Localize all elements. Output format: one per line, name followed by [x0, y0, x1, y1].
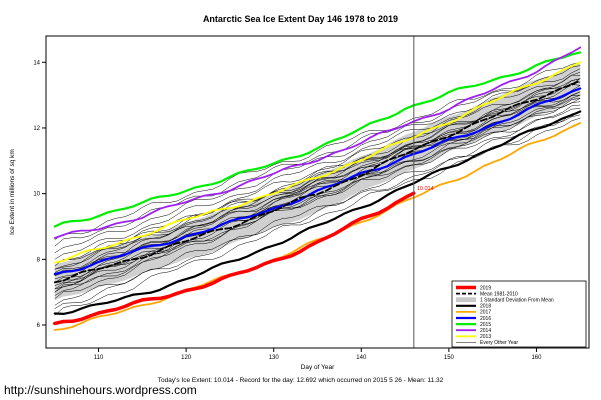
- plot-border: [45, 35, 590, 349]
- x-tick-label: 120: [181, 355, 192, 361]
- legend-item-label: 2019: [480, 285, 491, 291]
- series-line-2015: [53, 51, 582, 228]
- chart-title: Antarctic Sea Ice Extent Day 146 1978 to…: [202, 14, 399, 24]
- legend-item-label: Mean 1981-2010: [480, 291, 518, 297]
- page-url[interactable]: http://sunshinehours.wordpress.com: [4, 383, 197, 397]
- other-year-line: [54, 65, 581, 247]
- legend-item-label: 2014: [480, 328, 491, 334]
- series-line-2014: [53, 46, 582, 239]
- footer-summary: Today's Ice Extent: 10.014 - Record for …: [157, 377, 444, 384]
- x-tick-label: 160: [531, 355, 542, 361]
- other-year-line: [54, 98, 581, 276]
- legend-item-label: 2017: [480, 310, 491, 316]
- legend-item-label: 2013: [480, 334, 491, 340]
- x-tick-label: 150: [444, 355, 455, 361]
- chart-svg: 10.014 110 120 130 140 150 160 6 8 10 12 14 Day of Y…: [9, 35, 590, 371]
- x-tick-label: 140: [356, 355, 367, 361]
- other-year-line: [54, 71, 581, 260]
- other-year-line: [54, 62, 581, 240]
- other-year-line: [54, 94, 581, 299]
- other-year-line: [54, 91, 581, 290]
- y-tick-label: 14: [33, 60, 40, 66]
- x-tick-label: 130: [269, 355, 280, 361]
- other-year-line: [54, 104, 581, 293]
- legend-item-label: 2018: [480, 304, 491, 310]
- y-tick-label: 12: [33, 126, 40, 132]
- other-year-line: [54, 78, 581, 283]
- other-year-line: [54, 91, 581, 263]
- y-tick-label: 6: [37, 323, 41, 329]
- x-tick-label: 110: [94, 355, 104, 361]
- series-line-mean-1981-2010: [53, 79, 582, 284]
- x-axis-label: Day of Year: [301, 364, 335, 371]
- legend-swatch-band: [456, 297, 476, 303]
- y-tick-label: 8: [37, 257, 41, 263]
- legend-item-label: 2015: [480, 322, 491, 328]
- legend-item-label: 2016: [480, 316, 491, 322]
- other-year-line: [54, 88, 581, 280]
- value-annotation: 10.014: [417, 186, 434, 192]
- other-year-line: [54, 84, 581, 276]
- other-year-line: [54, 114, 581, 309]
- series-line-2016: [53, 87, 582, 276]
- other-year-line: [54, 68, 581, 254]
- y-axis-label: Ice Extent in millions of sq km: [9, 149, 16, 235]
- series-line-2019: [53, 191, 416, 326]
- legend-item-label: 1 Standard Deviation From Mean: [480, 298, 554, 304]
- legend-item-label: Every Other Year: [480, 340, 518, 346]
- series-line-2018: [53, 110, 582, 315]
- series-line-2017: [53, 122, 582, 331]
- series-line-2013: [53, 61, 582, 264]
- y-tick-label: 10: [33, 192, 40, 198]
